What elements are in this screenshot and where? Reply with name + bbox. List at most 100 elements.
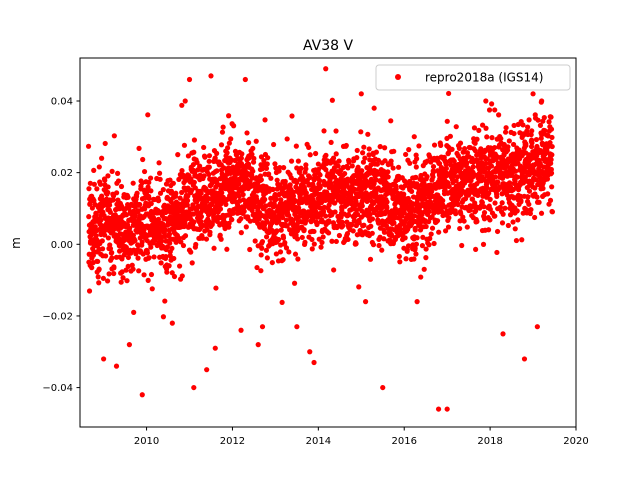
data-point	[198, 190, 204, 196]
data-point	[213, 285, 219, 291]
data-point	[93, 233, 99, 239]
data-point	[85, 143, 92, 149]
data-point	[431, 240, 437, 247]
data-point	[239, 151, 245, 157]
data-point	[180, 242, 187, 249]
data-point	[159, 238, 165, 244]
data-point	[247, 246, 253, 253]
data-point	[409, 188, 415, 194]
data-point	[320, 209, 327, 215]
data-point	[306, 144, 312, 151]
data-point	[317, 184, 323, 190]
data-point	[191, 137, 198, 143]
data-point	[277, 249, 284, 255]
data-point	[308, 210, 314, 216]
data-point	[407, 160, 413, 166]
data-point	[443, 161, 449, 168]
data-point	[278, 227, 284, 233]
data-point	[249, 151, 255, 157]
data-point-outlier	[139, 392, 145, 398]
data-point	[125, 254, 132, 261]
data-point	[457, 218, 463, 224]
data-point	[489, 101, 495, 107]
data-point	[342, 171, 348, 177]
data-point	[528, 132, 534, 138]
data-point	[464, 224, 470, 230]
data-point	[178, 239, 184, 245]
data-point	[135, 255, 141, 261]
data-point	[495, 179, 501, 185]
data-point-outlier	[208, 73, 214, 79]
data-point	[282, 178, 288, 185]
data-point	[123, 244, 129, 251]
data-point	[259, 166, 265, 172]
data-point	[134, 190, 140, 196]
data-point	[461, 218, 467, 224]
data-point	[144, 250, 151, 256]
data-point	[430, 163, 437, 170]
data-point	[281, 165, 287, 171]
data-point	[145, 184, 151, 190]
data-point	[91, 167, 97, 173]
data-point	[359, 208, 365, 214]
data-point	[376, 242, 382, 249]
data-point	[105, 173, 111, 179]
data-point	[148, 271, 155, 278]
data-point	[423, 255, 429, 261]
data-point	[103, 253, 109, 259]
data-point	[528, 207, 534, 213]
data-point	[247, 218, 253, 224]
data-point	[262, 196, 268, 203]
data-point	[422, 196, 428, 202]
data-point	[188, 249, 194, 255]
data-point	[190, 211, 197, 217]
data-point	[99, 155, 105, 161]
data-point	[336, 158, 342, 164]
data-point	[309, 236, 315, 243]
data-point	[365, 131, 371, 137]
data-point-outlier	[521, 356, 528, 362]
data-point	[391, 148, 397, 154]
data-point	[111, 133, 117, 139]
data-point	[123, 212, 130, 218]
data-point	[259, 238, 266, 245]
data-point	[179, 189, 185, 196]
data-point	[370, 242, 377, 248]
data-point	[453, 124, 459, 130]
data-point	[470, 164, 476, 170]
data-point	[329, 238, 335, 244]
data-point	[228, 136, 234, 142]
data-point	[119, 256, 125, 262]
data-point	[157, 190, 164, 196]
data-point	[279, 214, 286, 221]
data-point	[191, 179, 197, 185]
data-point	[406, 147, 412, 153]
data-point	[461, 146, 468, 152]
data-point	[283, 217, 289, 223]
data-point	[109, 250, 115, 256]
data-point	[413, 241, 420, 247]
data-point	[212, 155, 218, 161]
data-point	[190, 202, 196, 208]
data-point	[500, 211, 506, 217]
data-point	[420, 234, 426, 240]
data-point	[296, 205, 302, 211]
data-point	[503, 125, 509, 131]
data-point	[185, 153, 191, 159]
data-point	[451, 158, 457, 164]
data-point	[487, 217, 493, 223]
data-point	[520, 122, 526, 128]
data-point	[203, 236, 210, 242]
data-point	[176, 263, 183, 269]
data-point	[135, 209, 141, 215]
data-point	[111, 270, 117, 277]
data-point	[343, 142, 349, 149]
data-point	[115, 170, 121, 176]
data-point	[169, 270, 175, 276]
data-point	[288, 158, 295, 164]
data-point	[264, 255, 270, 261]
data-point	[146, 179, 152, 186]
data-point	[510, 141, 517, 148]
data-point	[474, 136, 480, 142]
data-point	[333, 238, 339, 245]
